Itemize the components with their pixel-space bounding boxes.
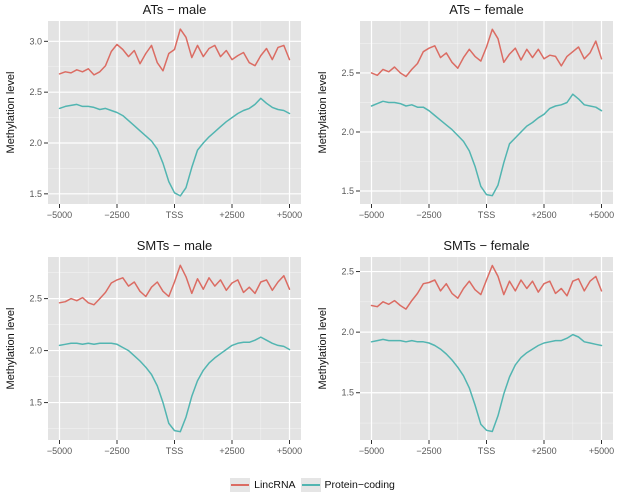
x-tick-label: +5000 xyxy=(589,210,614,220)
x-tick-label: +5000 xyxy=(277,210,302,220)
chart-ats-female: −5000 −2500 TSS +2500 +5000 1.5 2.0 2.5 ATs − fe… xyxy=(317,2,614,220)
x-tick-label: +2500 xyxy=(219,210,244,220)
y-tick-label: 2.0 xyxy=(29,346,42,356)
chart-smts-female: −5000 −2500 TSS +2500 +5000 1.5 2.0 2.5 SMTs − f… xyxy=(317,238,614,456)
y-tick-label: 1.5 xyxy=(341,388,354,398)
series-line-lincrna xyxy=(58,264,291,306)
panel-smts-male: −5000 −2500 TSS +2500 +5000 1.5 2.0 2.5 SMTs − m… xyxy=(3,236,309,472)
legend-label-protein-coding: Protein−coding xyxy=(324,478,395,491)
y-tick-label: 2.0 xyxy=(341,127,354,137)
y-tick-label: 2.5 xyxy=(341,267,354,277)
chart-smts-male: −5000 −2500 TSS +2500 +5000 1.5 2.0 2.5 SMTs − m… xyxy=(5,238,302,456)
series-line-lincrna xyxy=(58,28,291,76)
y-axis-label: Methylation level xyxy=(317,308,329,390)
x-tick-label: +2500 xyxy=(531,210,556,220)
y-tick-label: 2.5 xyxy=(29,294,42,304)
y-tick-label: 1.5 xyxy=(29,398,42,408)
x-tick-label: −5000 xyxy=(47,210,72,220)
x-tick-label: TSS xyxy=(478,210,496,220)
x-tick-label: −2500 xyxy=(104,446,129,456)
legend-label-lincrna: LincRNA xyxy=(254,478,296,491)
series-line-protein-coding xyxy=(58,336,291,433)
panel-title: ATs − female xyxy=(449,2,524,17)
series-line-protein-coding xyxy=(370,93,603,197)
legend-item-protein-coding: Protein−coding xyxy=(300,478,395,492)
x-tick-label: +5000 xyxy=(589,446,614,456)
chart-ats-male: −5000 −2500 TSS +2500 +5000 1.5 2.0 2.5 3.0 ATs −… xyxy=(5,2,302,220)
y-tick-label: 2.0 xyxy=(341,327,354,337)
x-tick-label: −5000 xyxy=(359,446,384,456)
x-tick-label: TSS xyxy=(478,446,496,456)
legend: LincRNA Protein−coding xyxy=(0,472,625,498)
x-tick-label: +5000 xyxy=(277,446,302,456)
panel-title: ATs − male xyxy=(143,2,207,17)
y-tick-label: 1.5 xyxy=(29,189,42,199)
panel-title: SMTs − female xyxy=(443,238,529,253)
x-tick-label: +2500 xyxy=(219,446,244,456)
legend-key-protein-coding xyxy=(300,478,321,492)
panel-title: SMTs − male xyxy=(137,238,213,253)
y-axis-label: Methylation level xyxy=(5,72,17,154)
panel-ats-female: −5000 −2500 TSS +2500 +5000 1.5 2.0 2.5 ATs − fe… xyxy=(315,0,621,236)
x-tick-label: −2500 xyxy=(104,210,129,220)
lincrna-line-swatch-icon xyxy=(231,484,250,486)
y-tick-label: 1.5 xyxy=(341,186,354,196)
y-tick-label: 2.5 xyxy=(341,68,354,78)
y-axis-label: Methylation level xyxy=(5,308,17,390)
x-tick-label: TSS xyxy=(166,210,184,220)
y-tick-label: 2.0 xyxy=(29,138,42,148)
panel-grid: −5000 −2500 TSS +2500 +5000 1.5 2.0 2.5 3.0 ATs −… xyxy=(3,0,621,472)
legend-key-lincrna xyxy=(230,478,251,492)
panel-smts-female: −5000 −2500 TSS +2500 +5000 1.5 2.0 2.5 SMTs − f… xyxy=(315,236,621,472)
series-line-lincrna xyxy=(370,28,603,78)
y-tick-label: 2.5 xyxy=(29,87,42,97)
x-tick-label: −2500 xyxy=(416,210,441,220)
y-tick-label: 3.0 xyxy=(29,36,42,46)
x-tick-label: TSS xyxy=(166,446,184,456)
series-line-protein-coding xyxy=(58,97,291,197)
x-tick-label: −5000 xyxy=(47,446,72,456)
series-line-protein-coding xyxy=(370,333,603,433)
series-line-lincrna xyxy=(370,264,603,310)
legend-item-lincrna: LincRNA xyxy=(230,478,296,492)
x-tick-label: +2500 xyxy=(531,446,556,456)
x-tick-label: −2500 xyxy=(416,446,441,456)
x-tick-label: −5000 xyxy=(359,210,384,220)
protein-coding-line-swatch-icon xyxy=(301,484,320,486)
y-axis-label: Methylation level xyxy=(317,72,329,154)
panel-ats-male: −5000 −2500 TSS +2500 +5000 1.5 2.0 2.5 3.0 ATs −… xyxy=(3,0,309,236)
